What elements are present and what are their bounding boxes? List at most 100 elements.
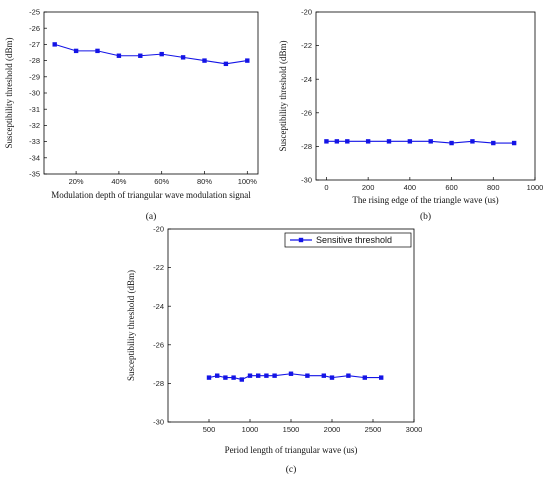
x-tick-label: 1500 bbox=[283, 425, 300, 434]
data-point bbox=[379, 375, 384, 380]
x-tick-label: 2500 bbox=[365, 425, 382, 434]
y-tick-label: -32 bbox=[29, 121, 40, 130]
x-tick-label: 200 bbox=[362, 183, 375, 192]
y-tick-label: -22 bbox=[301, 41, 312, 50]
data-point bbox=[180, 55, 186, 60]
y-tick-label: -30 bbox=[301, 176, 312, 185]
y-tick-label: -22 bbox=[153, 263, 164, 272]
y-axis-label: Susceptibility threshold (dBm) bbox=[278, 41, 288, 152]
y-tick-label: -26 bbox=[301, 108, 312, 117]
figure-caption: (b) bbox=[420, 211, 431, 222]
x-tick-label: 40% bbox=[111, 177, 126, 186]
data-point bbox=[288, 371, 294, 376]
data-point bbox=[407, 139, 413, 144]
legend: Sensitive threshold bbox=[284, 232, 412, 248]
chart-1: -35 -34 -33 -32 -31 -30 -29 -28 -27 -26 -25 20% 40% 6… bbox=[4, 8, 259, 222]
x-tick-label: 1000 bbox=[527, 183, 544, 192]
y-tick-label: -26 bbox=[29, 24, 40, 33]
y-axis-label: Susceptibility threshold (dBm) bbox=[4, 38, 14, 149]
x-tick-label: 400 bbox=[404, 183, 417, 192]
plot-frame bbox=[315, 11, 536, 181]
data-point bbox=[365, 139, 371, 144]
y-tick-label: -20 bbox=[301, 8, 312, 17]
x-axis-label: Period length of triangular wave (us) bbox=[225, 445, 358, 455]
data-point bbox=[52, 42, 57, 47]
data-point bbox=[386, 139, 392, 144]
series-line bbox=[326, 140, 515, 144]
data-point bbox=[159, 51, 164, 57]
data-point bbox=[334, 139, 340, 144]
x-tick-label: 20% bbox=[69, 177, 84, 186]
x-tick-label: 100% bbox=[238, 177, 258, 186]
data-point bbox=[206, 375, 212, 380]
series-line bbox=[54, 43, 248, 65]
data-point bbox=[305, 373, 310, 378]
data-point bbox=[256, 373, 261, 378]
y-tick-label: -28 bbox=[301, 142, 312, 151]
data-point bbox=[321, 373, 326, 378]
y-tick-label: -30 bbox=[153, 418, 164, 427]
x-axis-label: The rising edge of the triangle wave (us… bbox=[352, 195, 498, 205]
data-point bbox=[272, 373, 277, 378]
data-point bbox=[202, 58, 207, 63]
data-point bbox=[239, 377, 244, 382]
y-tick-label: -20 bbox=[153, 225, 164, 234]
y-tick-label: -30 bbox=[29, 89, 40, 98]
data-point bbox=[346, 373, 351, 378]
data-point bbox=[324, 139, 329, 144]
figure-caption: (c) bbox=[286, 464, 297, 475]
data-point bbox=[449, 140, 454, 146]
legend-marker bbox=[298, 237, 304, 243]
y-tick-label: -27 bbox=[29, 40, 40, 49]
x-tick-label: 1000 bbox=[242, 425, 259, 434]
x-tick-label: 500 bbox=[203, 425, 216, 434]
x-tick-label: 80% bbox=[197, 177, 212, 186]
data-point bbox=[511, 140, 517, 146]
x-tick-label: 800 bbox=[487, 183, 500, 192]
data-point bbox=[95, 48, 100, 54]
data-point bbox=[223, 61, 229, 67]
legend-box bbox=[284, 232, 412, 248]
data-point bbox=[231, 375, 236, 380]
y-tick-label: -34 bbox=[29, 153, 40, 162]
data-point bbox=[329, 375, 335, 380]
plot-frame bbox=[43, 11, 259, 175]
y-axis-label: Susceptibility threshold (dBm) bbox=[126, 270, 136, 381]
y-tick-label: -25 bbox=[29, 8, 40, 17]
data-point bbox=[223, 375, 228, 380]
y-tick-label: -26 bbox=[153, 340, 164, 349]
data-point bbox=[116, 53, 122, 58]
y-tick-label: -33 bbox=[29, 137, 40, 146]
y-tick-label: -29 bbox=[29, 72, 40, 81]
x-tick-label: 0 bbox=[324, 183, 328, 192]
data-point bbox=[247, 373, 253, 378]
chart-3: -30 -28 -26 -24 -22 -20 500 1000 1500 2000 2500 300… bbox=[126, 225, 422, 475]
data-point bbox=[470, 139, 475, 144]
y-tick-label: -31 bbox=[29, 105, 40, 114]
y-tick-label: -28 bbox=[29, 56, 40, 65]
data-point bbox=[428, 139, 433, 144]
data-point bbox=[345, 139, 350, 144]
legend-label: Sensitive threshold bbox=[316, 235, 392, 245]
x-tick-label: 60% bbox=[154, 177, 169, 186]
data-point bbox=[362, 375, 367, 380]
data-point bbox=[245, 58, 250, 63]
x-axis-label: Modulation depth of triangular wave modu… bbox=[51, 190, 251, 200]
x-tick-label: 2000 bbox=[324, 425, 341, 434]
data-point bbox=[491, 140, 496, 146]
y-tick-label: -24 bbox=[153, 302, 164, 311]
chart-2: -30 -28 -26 -24 -22 -20 0 200 400 600 800 1000 The r… bbox=[278, 8, 543, 222]
y-tick-label: -24 bbox=[301, 75, 312, 84]
data-point bbox=[73, 48, 79, 54]
y-tick-label: -28 bbox=[153, 379, 164, 388]
figure-caption: (a) bbox=[146, 211, 157, 222]
data-point bbox=[264, 373, 269, 378]
plot-frame bbox=[167, 228, 415, 423]
x-tick-label: 600 bbox=[445, 183, 458, 192]
data-point bbox=[215, 373, 220, 378]
data-point bbox=[138, 53, 143, 58]
x-tick-label: 3000 bbox=[406, 425, 423, 434]
series-line bbox=[208, 373, 382, 381]
y-tick-label: -35 bbox=[29, 170, 40, 179]
